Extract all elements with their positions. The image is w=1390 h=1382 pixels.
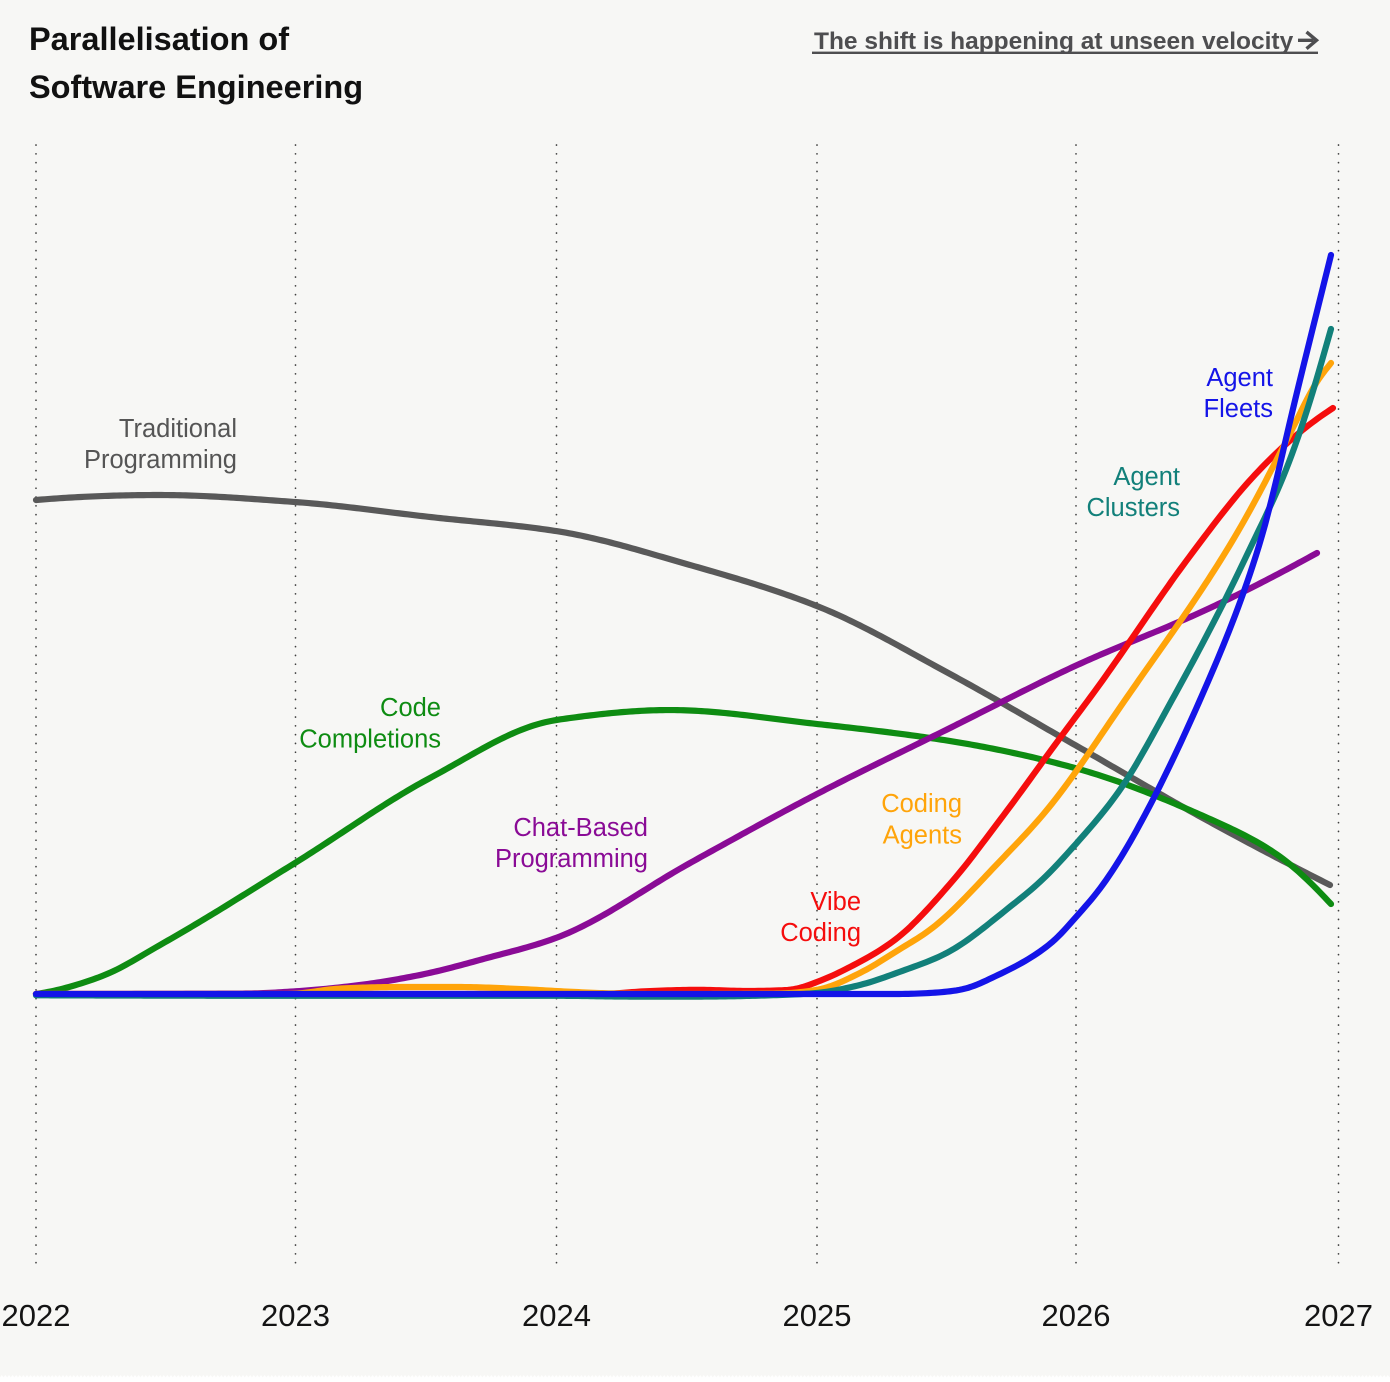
svg-text:Completions: Completions [299, 726, 441, 754]
svg-text:2024: 2024 [522, 1298, 591, 1333]
svg-text:Fleets: Fleets [1204, 395, 1273, 423]
svg-text:2022: 2022 [2, 1298, 71, 1333]
svg-text:Programming: Programming [84, 446, 237, 474]
svg-text:Coding: Coding [780, 919, 861, 947]
svg-text:2023: 2023 [261, 1298, 330, 1333]
svg-text:Parallelisation of: Parallelisation of [29, 21, 289, 57]
svg-text:Programming: Programming [495, 845, 648, 873]
svg-text:2027: 2027 [1304, 1298, 1373, 1333]
svg-text:Software Engineering: Software Engineering [29, 69, 363, 105]
svg-text:Agent: Agent [1206, 364, 1273, 392]
svg-text:Code: Code [380, 694, 441, 722]
svg-text:Vibe: Vibe [810, 888, 861, 916]
svg-text:Chat-Based: Chat-Based [513, 814, 648, 842]
svg-text:Agent: Agent [1113, 463, 1180, 491]
svg-text:Coding: Coding [881, 790, 962, 818]
svg-text:2026: 2026 [1042, 1298, 1111, 1333]
svg-text:Traditional: Traditional [119, 415, 237, 443]
svg-text:2025: 2025 [783, 1298, 852, 1333]
svg-text:Clusters: Clusters [1086, 494, 1180, 522]
svg-text:Agents: Agents [883, 822, 962, 850]
svg-text:The shift is happening at unse: The shift is happening at unseen velocit… [814, 28, 1294, 55]
